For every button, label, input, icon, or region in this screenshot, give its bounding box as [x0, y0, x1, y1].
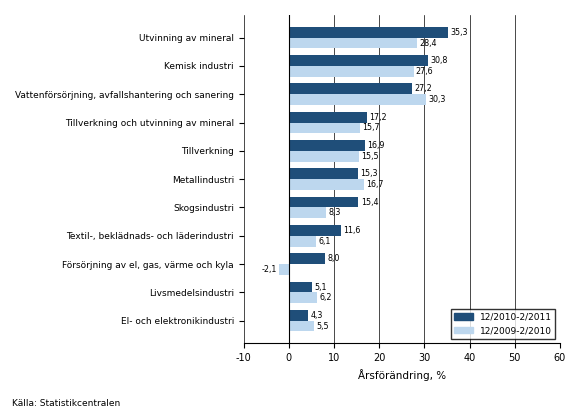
Bar: [289, 84, 412, 94]
Text: 27,2: 27,2: [414, 84, 432, 94]
Text: 5,5: 5,5: [316, 322, 329, 330]
Bar: [289, 112, 367, 122]
Text: 30,3: 30,3: [428, 95, 446, 104]
Bar: [289, 179, 364, 190]
Legend: 12/2010-2/2011, 12/2009-2/2010: 12/2010-2/2011, 12/2009-2/2010: [451, 309, 555, 339]
Bar: [289, 236, 317, 246]
Text: 16,9: 16,9: [367, 141, 385, 150]
Bar: [289, 94, 426, 105]
Bar: [289, 37, 417, 48]
Bar: [289, 27, 449, 37]
Text: 8,3: 8,3: [329, 208, 341, 218]
Bar: [289, 122, 360, 133]
Text: Källa: Statistikcentralen: Källa: Statistikcentralen: [12, 399, 120, 408]
Bar: [289, 140, 365, 151]
Text: 11,6: 11,6: [343, 226, 361, 235]
Text: 28,4: 28,4: [419, 38, 437, 47]
Text: 17,2: 17,2: [369, 112, 386, 122]
Bar: [289, 225, 341, 236]
Text: 15,5: 15,5: [361, 152, 379, 161]
Text: 5,1: 5,1: [314, 283, 327, 292]
Bar: [289, 282, 312, 293]
Bar: [289, 293, 317, 303]
Text: 6,1: 6,1: [319, 236, 331, 246]
Text: 16,7: 16,7: [367, 180, 384, 189]
X-axis label: Årsförändring, %: Årsförändring, %: [358, 369, 446, 381]
Text: 15,3: 15,3: [360, 169, 378, 178]
Bar: [289, 208, 327, 218]
Text: 6,2: 6,2: [319, 293, 332, 302]
Text: 15,7: 15,7: [362, 124, 379, 132]
Bar: [289, 151, 359, 162]
Bar: [289, 66, 414, 77]
Text: 8,0: 8,0: [327, 254, 340, 263]
Bar: [289, 55, 428, 66]
Text: -2,1: -2,1: [262, 265, 277, 274]
Bar: [289, 169, 358, 179]
Text: 15,4: 15,4: [361, 198, 378, 206]
Bar: [289, 321, 314, 331]
Text: 27,6: 27,6: [416, 67, 433, 76]
Text: 30,8: 30,8: [431, 56, 447, 65]
Bar: [289, 197, 358, 208]
Text: 4,3: 4,3: [311, 311, 323, 320]
Bar: [289, 253, 325, 264]
Bar: [289, 310, 309, 321]
Bar: [279, 264, 289, 275]
Text: 35,3: 35,3: [451, 28, 468, 37]
